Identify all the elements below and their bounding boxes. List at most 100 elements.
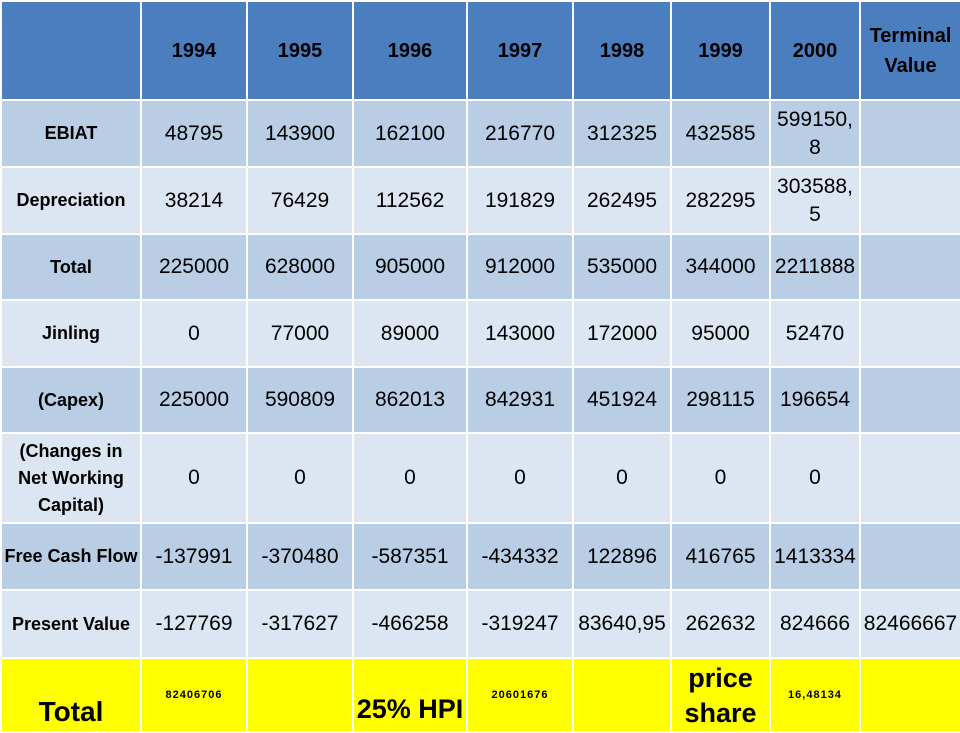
table-cell [859, 366, 960, 434]
table-cell: 590809 [246, 366, 354, 434]
table-cell: 83640,95 [572, 589, 672, 659]
header-corner [0, 0, 142, 101]
table-cell: 282295 [670, 166, 771, 235]
table-cell: -466258 [352, 589, 468, 659]
header-year-1995: 1995 [246, 0, 354, 101]
table-cell: -587351 [352, 522, 468, 591]
table-cell: 122896 [572, 522, 672, 591]
table-cell: 262495 [572, 166, 672, 235]
header-year-1996: 1996 [352, 0, 468, 101]
table-cell: -370480 [246, 522, 354, 591]
header-terminal-value: Terminal Value [859, 0, 960, 101]
table-cell: 95000 [670, 299, 771, 368]
total-row: Total 82406706 25% HPI 20601676 price share 1… [0, 657, 960, 733]
table-row: Depreciation 38214 76429 112562 191829 262495… [0, 166, 960, 235]
header-row: 1994 1995 1996 1997 1998 1999 2000 Termi… [0, 0, 960, 101]
table-cell: 77000 [246, 299, 354, 368]
table-cell [859, 99, 960, 168]
table-cell [859, 432, 960, 524]
row-label: Free Cash Flow [0, 522, 142, 591]
table-cell: 0 [140, 299, 248, 368]
table-cell: 535000 [572, 233, 672, 301]
row-label: EBIAT [0, 99, 142, 168]
row-label: (Capex) [0, 366, 142, 434]
table-cell: 0 [140, 432, 248, 524]
table-cell: 344000 [670, 233, 771, 301]
table-row: (Changes in Net Working Capital) 0 0 0 0 0 0 0 [0, 432, 960, 524]
table-cell: 303588, 5 [769, 166, 861, 235]
table-cell: 862013 [352, 366, 468, 434]
table-cell [859, 166, 960, 235]
table-cell: 172000 [572, 299, 672, 368]
row-label: (Changes in Net Working Capital) [0, 432, 142, 524]
table-cell: 143900 [246, 99, 354, 168]
table-cell: 0 [352, 432, 468, 524]
table-cell: -137991 [140, 522, 248, 591]
header-year-1997: 1997 [466, 0, 574, 101]
header-year-2000: 2000 [769, 0, 861, 101]
table-cell: 112562 [352, 166, 468, 235]
table-cell: 48795 [140, 99, 248, 168]
table-cell: 0 [572, 432, 672, 524]
table-cell: 216770 [466, 99, 574, 168]
table-cell: 38214 [140, 166, 248, 235]
table-cell: 162100 [352, 99, 468, 168]
table-cell: 0 [466, 432, 574, 524]
table-cell: 2211888 [769, 233, 861, 301]
table-cell: 912000 [466, 233, 574, 301]
table-cell: -434332 [466, 522, 574, 591]
table-cell: 628000 [246, 233, 354, 301]
total-label: Total [0, 657, 142, 733]
table-cell: 1413334 [769, 522, 861, 591]
table-row: Jinling 0 77000 89000 143000 172000 95000 52470 [0, 299, 960, 368]
total-cell [572, 657, 672, 733]
table-cell: 0 [670, 432, 771, 524]
table-cell: 191829 [466, 166, 574, 235]
table-cell: 0 [769, 432, 861, 524]
table-cell: 52470 [769, 299, 861, 368]
total-cell: 25% HPI [352, 657, 468, 733]
table-cell: 824666 [769, 589, 861, 659]
table-row: EBIAT 48795 143900 162100 216770 312325 432585… [0, 99, 960, 168]
row-label: Depreciation [0, 166, 142, 235]
table-cell: 225000 [140, 366, 248, 434]
row-label: Present Value [0, 589, 142, 659]
table-row: Free Cash Flow -137991 -370480 -587351 -4343… [0, 522, 960, 591]
total-cell: price share [670, 657, 771, 733]
table-cell: 143000 [466, 299, 574, 368]
table-cell: 76429 [246, 166, 354, 235]
table-cell: 225000 [140, 233, 248, 301]
total-cell: 20601676 [466, 657, 574, 733]
table-cell: -317627 [246, 589, 354, 659]
header-year-1994: 1994 [140, 0, 248, 101]
table-row: Present Value -127769 -317627 -466258 -31924… [0, 589, 960, 659]
table-cell: 298115 [670, 366, 771, 434]
header-year-1998: 1998 [572, 0, 672, 101]
table-cell: 905000 [352, 233, 468, 301]
table-cell: 196654 [769, 366, 861, 434]
row-label: Jinling [0, 299, 142, 368]
table-row: Total 225000 628000 905000 912000 535000 34400… [0, 233, 960, 301]
table-cell [859, 522, 960, 591]
table-cell [859, 299, 960, 368]
table-cell: 89000 [352, 299, 468, 368]
table-cell: 312325 [572, 99, 672, 168]
total-cell [859, 657, 960, 733]
table-cell: 0 [246, 432, 354, 524]
total-cell: 16,48134 [769, 657, 861, 733]
table-cell: -127769 [140, 589, 248, 659]
table-cell [859, 233, 960, 301]
table-cell: 416765 [670, 522, 771, 591]
table-cell: 262632 [670, 589, 771, 659]
table-cell: 842931 [466, 366, 574, 434]
table-cell: -319247 [466, 589, 574, 659]
table-cell: 451924 [572, 366, 672, 434]
total-cell [246, 657, 354, 733]
row-label: Total [0, 233, 142, 301]
header-year-1999: 1999 [670, 0, 771, 101]
table-cell: 82466667 [859, 589, 960, 659]
table-cell: 599150, 8 [769, 99, 861, 168]
table-row: (Capex) 225000 590809 862013 842931 451924 298… [0, 366, 960, 434]
total-cell: 82406706 [140, 657, 248, 733]
